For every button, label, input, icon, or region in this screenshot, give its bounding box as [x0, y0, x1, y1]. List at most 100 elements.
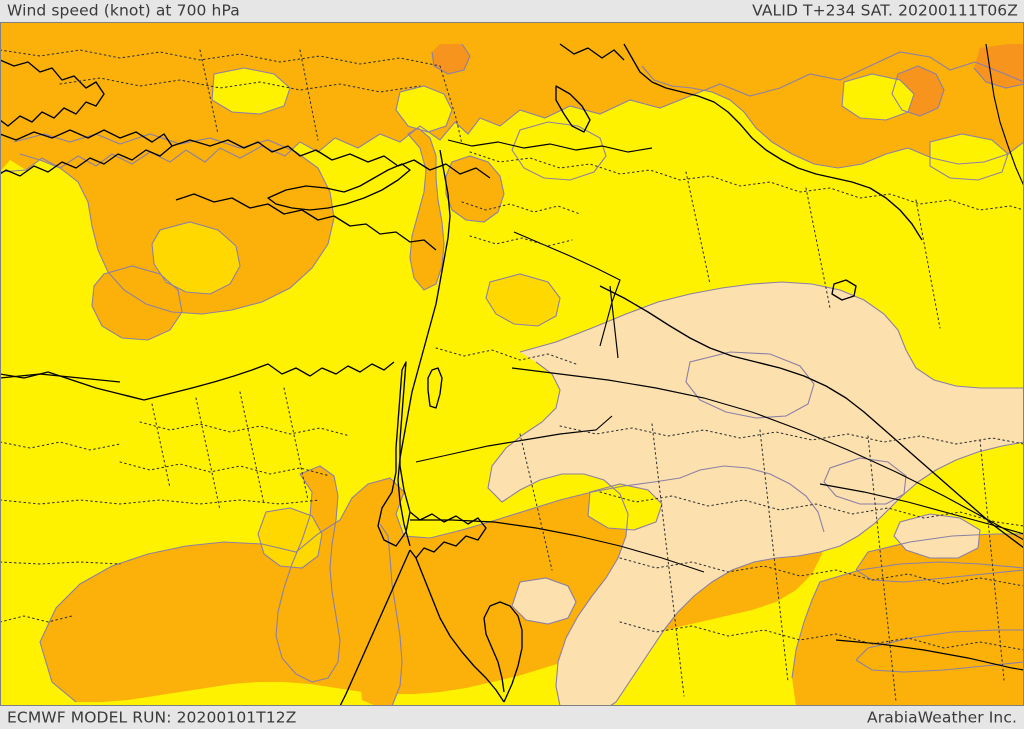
forecast-map-canvas[interactable]	[0, 22, 1024, 706]
region-yellow-lobe-anatolia	[212, 68, 290, 114]
coast-sinai-east	[415, 557, 505, 703]
contour-saudi-interior-band-lower	[855, 659, 1024, 673]
contour-south-saudi-band-lower	[855, 569, 1024, 583]
header-bar: Wind speed (knot) at 700 hPa VALID T+234…	[0, 0, 1024, 22]
admin-egypt-vert-2	[195, 397, 221, 511]
contour-south-saudi-band-upper	[855, 533, 1024, 571]
admin-egypt-vert-1	[151, 403, 171, 489]
border-turkey-syria	[447, 139, 653, 153]
region-syria-inland-orange	[446, 156, 504, 222]
region-yellow-lobe-iraq	[842, 74, 914, 120]
contour-redsea-west	[275, 465, 341, 683]
contour-cream-lobe-east	[823, 457, 907, 505]
region-rubalkhali-orange	[792, 562, 1024, 706]
page-title: Wind speed (knot) at 700 hPa	[7, 1, 240, 20]
region-crete-lobe-orange	[92, 266, 182, 340]
coast-redsea-west-bank	[339, 549, 411, 706]
border-jordan-saudi-iraq-straight	[511, 367, 1024, 541]
contour-yellow-lobe-lebanon	[395, 85, 453, 133]
region-aegean-lobe-orange	[14, 134, 334, 314]
admin-iraq-vertical-1	[685, 171, 711, 285]
admin-libya-east	[0, 441, 121, 451]
contour-cream-west	[487, 361, 629, 706]
contour-syria-desert	[485, 273, 561, 327]
contour-cream-southeast	[609, 441, 1024, 706]
coast-levant	[397, 149, 451, 547]
admin-egypt-lat-line	[0, 499, 321, 505]
border-saudi-south	[835, 639, 1024, 671]
contour-yellow-lobe-zagros	[929, 133, 1009, 181]
coast-bahrain-island	[831, 279, 857, 301]
contour-iraq-zagros	[641, 65, 1024, 169]
border-iraq-jordan-vertical	[609, 285, 619, 359]
coast-nile-river	[377, 361, 411, 547]
region-cream-lobe-southeast	[894, 514, 980, 558]
coast-dead-sea	[427, 367, 443, 409]
admin-east-turkey-vertical	[439, 65, 463, 145]
border-jordan-south	[415, 415, 613, 463]
admin-egypt-vert-3	[239, 391, 265, 505]
coast-gulf-iran-side	[623, 43, 923, 241]
admin-saudi-vert-2	[759, 429, 789, 683]
contour-egypt-libya	[39, 465, 825, 703]
region-se-turkey-gold	[152, 222, 240, 294]
contour-north-main	[0, 51, 1024, 173]
contour-cream-lobe-sw	[511, 577, 577, 625]
coastlines	[0, 43, 1024, 706]
admin-saudi-horiz-4	[619, 621, 1024, 651]
attribution-label: ArabiaWeather Inc.	[867, 708, 1017, 727]
contour-lines	[0, 43, 1024, 706]
fill-group-cream	[488, 282, 1024, 706]
admin-turkey-vertical-1	[199, 49, 219, 135]
admin-saudi-vert-3	[867, 435, 897, 703]
coast-anatolia-mediterranean	[175, 193, 437, 251]
coast-redsea-east-bank	[483, 601, 523, 703]
border-iran-iraq	[985, 43, 1024, 187]
contour-yellow-lobe-iraq	[841, 73, 915, 121]
coast-turkey-south	[171, 139, 491, 179]
admin-saudi-horiz-2	[599, 491, 1024, 527]
border-saudi-east	[819, 483, 1024, 535]
admin-egypt-vert-4	[283, 387, 309, 501]
admin-turkey-central	[59, 77, 421, 93]
coast-gulf-arabian-side	[599, 285, 1024, 549]
region-n-lebanon-deep-orange	[432, 44, 470, 74]
footer-bar: ECMWF MODEL RUN: 20200101T12Z ArabiaWeat…	[0, 706, 1024, 729]
admin-saudi-west-vert	[519, 433, 553, 571]
contour-levant-coast	[407, 127, 445, 291]
admin-syria-province-2	[469, 235, 573, 247]
contour-aegean	[13, 133, 335, 315]
contour-yellow-lobe-syria	[511, 121, 607, 181]
contour-saudi-interior-band-upper	[855, 629, 1024, 661]
admin-syria-iraq-provinces	[469, 151, 1024, 211]
coast-sinai-north	[409, 511, 487, 559]
admin-turkey-vertical-2	[299, 49, 319, 141]
coast-lake-van	[555, 85, 591, 133]
contour-central-saudi	[685, 351, 815, 419]
region-syria-desert-gold	[486, 274, 560, 326]
admin-syria-province-1	[461, 201, 581, 215]
border-libya-egypt-north	[0, 373, 121, 383]
border-syria-iraq	[513, 231, 621, 347]
contour-redsea-east	[379, 523, 403, 706]
admin-libya-south	[0, 561, 121, 565]
admin-borders-dotted	[0, 49, 1024, 703]
contour-zagros-core	[891, 65, 945, 117]
political-borders-solid	[0, 43, 1024, 671]
coast-blacksea-south	[559, 43, 625, 61]
coast-aegean-islands	[0, 129, 173, 177]
region-saudi-cream	[488, 282, 1024, 706]
contour-ne-corner	[973, 67, 1024, 89]
region-cream-lobe-southwest	[512, 578, 576, 624]
model-run-label: ECMWF MODEL RUN: 20200101T12Z	[7, 708, 297, 727]
admin-saudi-vert-4	[979, 439, 1005, 681]
region-nile-valley-gold	[258, 508, 322, 568]
coast-cyprus	[267, 163, 411, 211]
region-yellow-lobe-zagros	[930, 134, 1008, 180]
region-cream-lobe-east	[824, 458, 906, 504]
border-egypt-saudi	[410, 519, 705, 573]
coast-north-africa	[0, 361, 395, 401]
map-svg	[0, 22, 1024, 706]
admin-iraq-vertical-2	[805, 187, 831, 309]
